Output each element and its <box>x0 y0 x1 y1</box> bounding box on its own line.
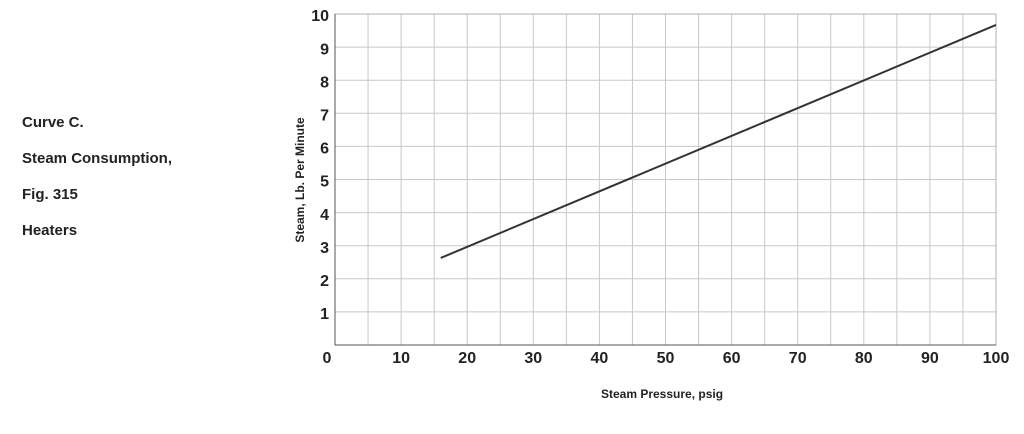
x-tick-label: 70 <box>789 350 807 367</box>
x-tick-label: 10 <box>392 350 410 367</box>
x-tick-label: 0 <box>323 350 332 367</box>
caption: Steam Consumption, <box>22 150 172 167</box>
y-tick-label: 8 <box>320 74 329 91</box>
y-tick-label: 1 <box>320 306 329 323</box>
data-line <box>440 24 997 259</box>
y-tick-label: 7 <box>320 108 329 125</box>
caption: Fig. 315 <box>22 186 78 203</box>
y-tick-label: 6 <box>320 141 329 158</box>
caption: Curve C. <box>22 114 84 131</box>
y-tick-label: 5 <box>320 174 329 191</box>
y-axis-label: Steam, Lb. Per Minute <box>293 117 307 243</box>
x-tick-label: 90 <box>921 350 939 367</box>
x-tick-label: 40 <box>591 350 609 367</box>
y-tick-label: 9 <box>320 41 329 58</box>
y-tick-label: 10 <box>311 8 329 25</box>
y-tick-label: 2 <box>320 273 329 290</box>
x-axis-label: Steam Pressure, psig <box>601 387 723 401</box>
y-tick-label: 4 <box>320 207 329 224</box>
x-tick-label: 50 <box>657 350 675 367</box>
x-tick-label: 30 <box>524 350 542 367</box>
y-tick-label: 3 <box>320 240 329 257</box>
caption: Heaters <box>22 222 77 239</box>
x-tick-label: 60 <box>723 350 741 367</box>
x-tick-label: 100 <box>983 350 1010 367</box>
x-tick-label: 20 <box>458 350 476 367</box>
x-tick-label: 80 <box>855 350 873 367</box>
